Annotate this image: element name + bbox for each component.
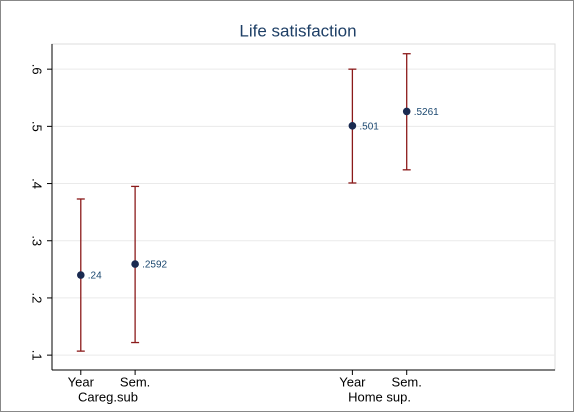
point xyxy=(348,121,357,130)
point xyxy=(131,260,139,268)
x-tick-label: Sem. xyxy=(392,374,422,389)
x-tick-label: Year xyxy=(339,374,366,389)
y-tick-label: .2 xyxy=(30,293,45,304)
y-tick-label: .3 xyxy=(30,235,45,246)
group-label: Careg.sub xyxy=(78,389,138,404)
plot-region xyxy=(51,43,556,371)
x-tick-label: Year xyxy=(68,374,95,389)
value-label: .24 xyxy=(88,271,102,282)
value-label: .2592 xyxy=(142,260,167,271)
group-label: Home sup. xyxy=(348,389,411,404)
x-tick-label: Sem. xyxy=(120,374,150,389)
y-tick-label: .1 xyxy=(30,350,45,361)
point xyxy=(402,107,411,116)
point xyxy=(76,271,85,279)
y-tick-label: .5 xyxy=(30,121,45,132)
y-tick-label: .6 xyxy=(30,64,45,75)
value-label: .501 xyxy=(359,121,379,132)
value-label: .5261 xyxy=(414,107,439,118)
y-tick-label: .4 xyxy=(30,178,45,189)
chart-title: Life satisfaction xyxy=(239,21,356,40)
